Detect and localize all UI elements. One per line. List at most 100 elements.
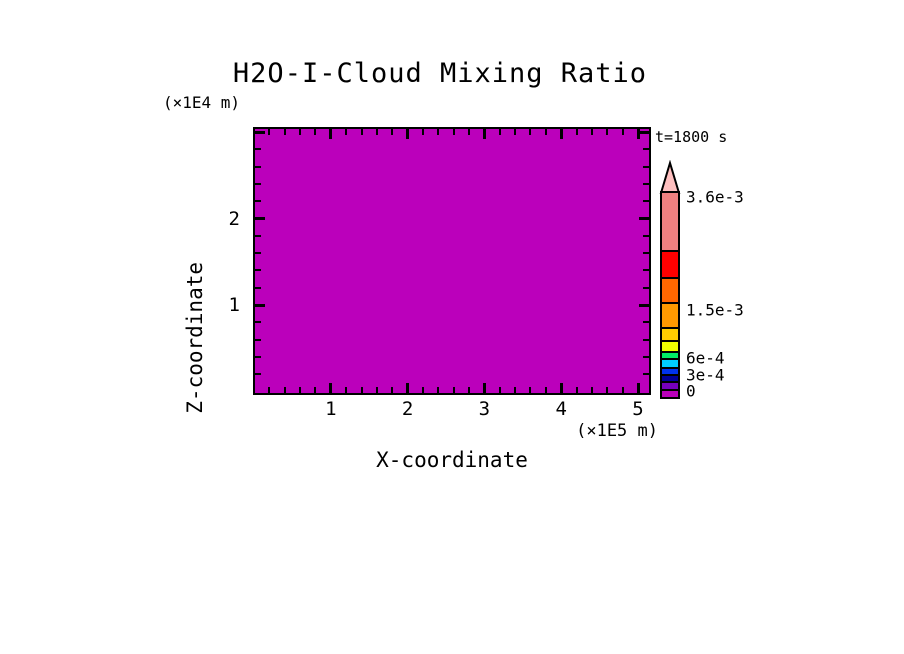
axis-tick xyxy=(639,217,649,220)
axis-tick xyxy=(268,387,271,393)
axis-tick xyxy=(255,252,261,255)
axis-tick xyxy=(590,387,593,393)
axis-tick xyxy=(606,129,609,135)
axis-tick xyxy=(375,129,378,135)
axis-tick xyxy=(255,286,261,289)
axis-tick xyxy=(255,321,261,324)
axis-tick xyxy=(639,303,649,307)
colorbar-value-label: 6e-4 xyxy=(686,348,725,368)
z-axis-unit: (×1E4 m) xyxy=(163,93,241,112)
colorbar-band xyxy=(662,381,678,389)
colorbar-band xyxy=(662,193,678,251)
axis-tick xyxy=(255,269,261,272)
axis-tick xyxy=(255,182,261,185)
axis-tick xyxy=(643,182,649,185)
colorbar-band xyxy=(662,366,678,375)
axis-tick xyxy=(283,129,286,135)
axis-tick xyxy=(391,129,394,135)
axis-tick xyxy=(255,303,265,307)
axis-tick xyxy=(643,252,649,255)
x-tick-label: 4 xyxy=(555,398,567,420)
axis-tick xyxy=(406,129,410,139)
axis-tick xyxy=(643,234,649,237)
colorbar-band xyxy=(662,358,678,367)
colorbar-band xyxy=(662,388,678,398)
axis-tick xyxy=(529,129,532,135)
colorbar-band xyxy=(662,351,678,359)
axis-tick xyxy=(544,387,547,393)
axis-tick xyxy=(544,129,547,135)
axis-tick xyxy=(639,130,649,134)
axis-tick xyxy=(268,129,271,135)
axis-tick xyxy=(468,387,471,393)
axis-tick xyxy=(643,200,649,203)
axis-tick xyxy=(437,387,440,393)
colorbar-value-label: 0 xyxy=(686,381,696,401)
axis-tick xyxy=(255,217,265,220)
colorbar-arrow-icon xyxy=(659,160,681,194)
x-tick-label: 1 xyxy=(325,398,337,420)
axis-tick xyxy=(498,129,501,135)
axis-tick xyxy=(621,129,624,135)
axis-tick xyxy=(559,383,563,393)
axis-tick xyxy=(299,387,302,393)
z-tick-label: 1 xyxy=(228,294,240,316)
x-axis-unit: (×1E5 m) xyxy=(576,421,658,441)
axis-tick xyxy=(255,338,261,341)
axis-tick xyxy=(514,129,517,135)
axis-tick xyxy=(360,129,363,135)
axis-tick xyxy=(314,129,317,135)
time-annotation: t=1800 s xyxy=(655,128,728,146)
axis-tick xyxy=(452,387,455,393)
axis-tick xyxy=(255,148,261,151)
axis-tick xyxy=(643,338,649,341)
axis-tick xyxy=(643,355,649,358)
axis-tick xyxy=(255,165,261,168)
axis-tick xyxy=(255,373,261,376)
axis-tick xyxy=(391,387,394,393)
axis-tick xyxy=(437,129,440,135)
axis-tick xyxy=(643,373,649,376)
colorbar-value-label: 1.5e-3 xyxy=(686,300,744,320)
x-tick-label: 2 xyxy=(401,398,414,420)
axis-tick xyxy=(345,129,348,135)
axis-tick xyxy=(406,383,410,393)
colorbar-band xyxy=(662,277,678,303)
axis-tick xyxy=(345,387,348,393)
axis-tick xyxy=(590,129,593,135)
axis-tick xyxy=(621,387,624,393)
axis-tick xyxy=(643,269,649,272)
axis-tick xyxy=(643,321,649,324)
axis-tick xyxy=(452,129,455,135)
axis-tick xyxy=(255,234,261,237)
axis-tick xyxy=(255,200,261,203)
axis-tick xyxy=(283,387,286,393)
x-axis-title: X-coordinate xyxy=(376,448,528,472)
axis-tick xyxy=(482,383,486,393)
axis-tick xyxy=(643,165,649,168)
axis-tick xyxy=(575,129,578,135)
axis-tick xyxy=(606,387,609,393)
axis-tick xyxy=(643,286,649,289)
plot-area xyxy=(253,127,651,395)
colorbar-band xyxy=(662,374,678,382)
axis-tick xyxy=(360,387,363,393)
axis-tick xyxy=(375,387,378,393)
plot-title: H2O-I-Cloud Mixing Ratio xyxy=(232,58,648,89)
axis-tick xyxy=(514,387,517,393)
axis-tick xyxy=(468,129,471,135)
z-tick-label: 2 xyxy=(228,207,240,230)
axis-tick xyxy=(636,383,640,393)
colorbar-band xyxy=(662,302,678,327)
axis-tick xyxy=(498,387,501,393)
axis-tick xyxy=(314,387,317,393)
axis-tick xyxy=(559,129,563,139)
axis-tick xyxy=(643,148,649,151)
axis-tick xyxy=(636,129,640,139)
colorbar-band xyxy=(662,250,678,278)
axis-tick xyxy=(255,355,261,358)
axis-tick xyxy=(529,387,532,393)
axis-tick xyxy=(421,387,424,393)
